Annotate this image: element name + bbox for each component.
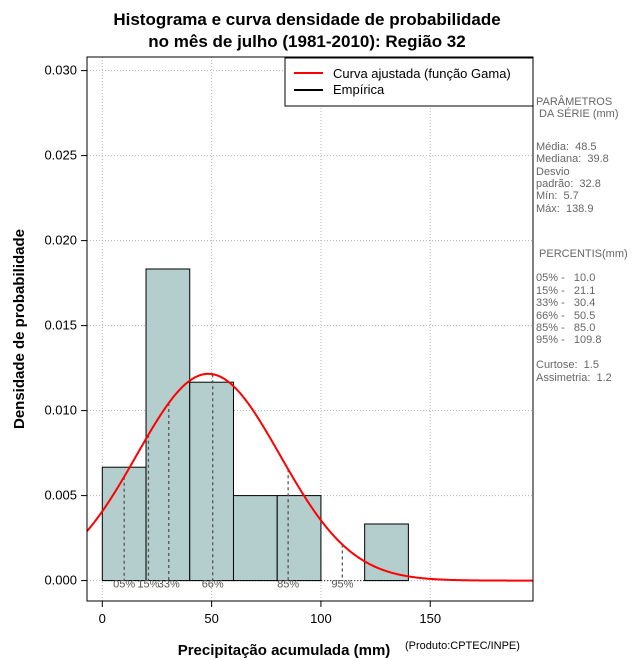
stat-mediana: Mediana: 39.8 bbox=[536, 153, 609, 166]
x-axis: 0 50 100 150 bbox=[99, 601, 441, 626]
chart-title: Histograma e curva densidade de probabil… bbox=[113, 10, 500, 51]
legend-label-curve: Curva ajustada (função Gama) bbox=[333, 66, 511, 81]
y-tick-label-1: 0.005 bbox=[44, 488, 77, 503]
credit-label: (Produto:CPTEC/INPE) bbox=[405, 640, 520, 652]
x-tick-label-3: 150 bbox=[419, 611, 441, 626]
percentile-label-15: 15% bbox=[137, 579, 159, 591]
x-tick-label-1: 50 bbox=[204, 611, 218, 626]
y-tick-label-4: 0.020 bbox=[44, 233, 77, 248]
legend-box bbox=[284, 57, 534, 107]
stat-max: Máx: 138.9 bbox=[536, 202, 594, 215]
histogram-bar-4 bbox=[276, 495, 322, 582]
legend-label-empirica: Empírica bbox=[333, 82, 385, 97]
percentis-title: PERCENTIS(mm) bbox=[536, 247, 628, 260]
histogram-bar-1 bbox=[145, 268, 191, 582]
series-parameters-panel: PARÂMETROS DA SÉRIE (mm) Média: 48.5 Med… bbox=[536, 96, 640, 384]
histogram-bars bbox=[101, 268, 409, 582]
stat-assimetria: Assimetria: 1.2 bbox=[536, 371, 612, 384]
y-tick-label-5: 0.025 bbox=[44, 148, 77, 163]
stat-min: Mín: 5.7 bbox=[536, 190, 579, 203]
y-tick-label-2: 0.010 bbox=[44, 403, 77, 418]
stat-padrao: padrão: 32.8 bbox=[536, 178, 601, 191]
y-axis-label: Densidade de probabilidade bbox=[11, 229, 28, 429]
stat-curtose: Curtose: 1.5 bbox=[536, 359, 599, 372]
x-tick-label-0: 0 bbox=[99, 611, 106, 626]
percentile-markers: 05% 15%33% 66% 85% 95% bbox=[113, 374, 354, 591]
plot-border bbox=[86, 56, 534, 602]
percentile-label-95: 95% bbox=[331, 579, 353, 591]
percentile-label-85: 85% bbox=[277, 579, 299, 591]
stat-desvio: Desvio bbox=[536, 165, 570, 178]
x-tick-label-2: 100 bbox=[310, 611, 332, 626]
legend: Curva ajustada (função Gama) Empírica bbox=[284, 57, 534, 107]
y-tick-label-6: 0.030 bbox=[44, 63, 77, 78]
percentil-33: 33% - 30.4 bbox=[536, 297, 596, 310]
histogram-bar-3 bbox=[232, 495, 278, 582]
histogram-bar-2 bbox=[189, 381, 234, 582]
percentile-label-05: 05% bbox=[113, 579, 135, 591]
y-tick-label-0: 0.000 bbox=[44, 573, 77, 588]
percentile-label-66: 66% bbox=[202, 579, 224, 591]
x-axis-label: Precipitação acumulada (mm) bbox=[178, 642, 391, 659]
chart-title-line-2: no mês de julho (1981-2010): Região 32 bbox=[148, 32, 465, 51]
params-title-line-2: DA SÉRIE (mm) bbox=[536, 108, 619, 121]
percentil-95: 95% - 109.8 bbox=[536, 334, 602, 347]
histogram-bar-6 bbox=[364, 523, 409, 582]
percentil-15: 15% - 21.1 bbox=[536, 284, 596, 297]
percentil-85: 85% - 85.0 bbox=[536, 322, 596, 335]
chart-title-line-1: Histograma e curva densidade de probabil… bbox=[113, 10, 500, 29]
percentil-66: 66% - 50.5 bbox=[536, 309, 596, 322]
y-tick-label-3: 0.015 bbox=[44, 318, 77, 333]
params-title-line-1: PARÂMETROS bbox=[536, 96, 613, 108]
fitted-curve bbox=[86, 372, 533, 582]
percentil-05: 05% - 10.0 bbox=[536, 272, 596, 285]
y-axis: 0.000 0.005 0.010 0.015 0.020 0.025 0.030 bbox=[44, 63, 87, 588]
gamma-fit-curve bbox=[86, 372, 533, 582]
percentile-label-33: 33% bbox=[158, 579, 180, 591]
stat-media: Média: 48.5 bbox=[536, 140, 597, 153]
